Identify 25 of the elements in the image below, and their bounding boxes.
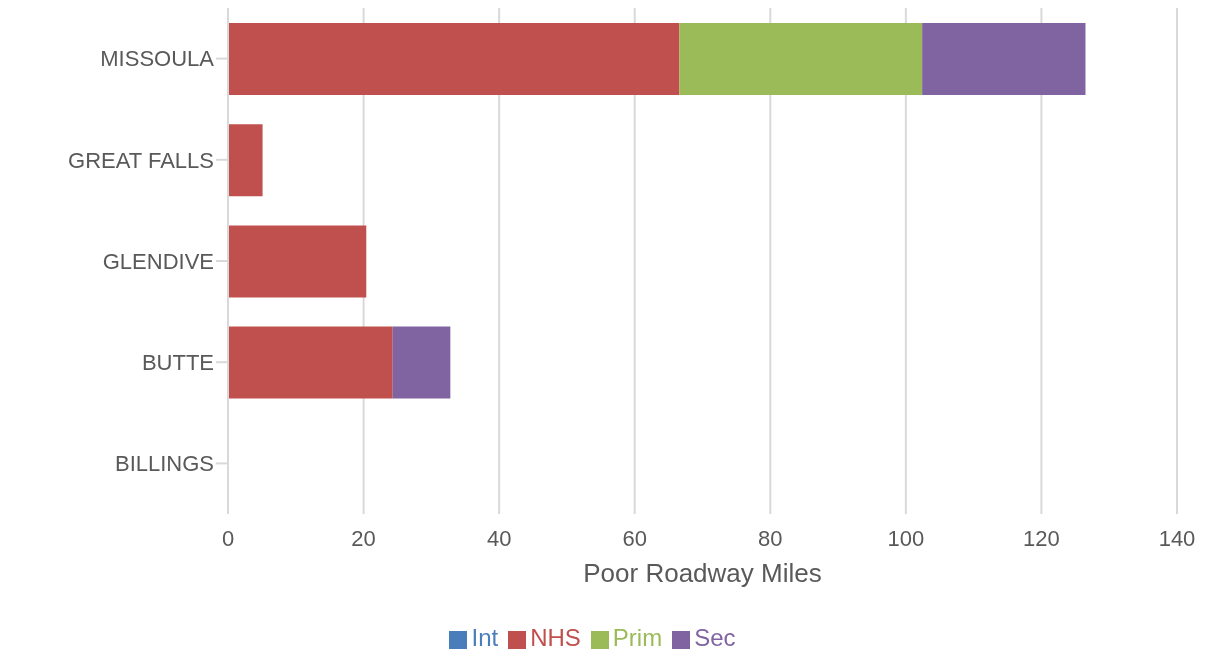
- x-axis-title: Poor Roadway Miles: [583, 558, 822, 589]
- x-tick-label: 80: [758, 525, 783, 551]
- bar: [679, 23, 923, 95]
- y-tick-label: GLENDIVE: [102, 248, 214, 274]
- x-tick-label: 40: [486, 525, 512, 551]
- bar: [228, 23, 680, 95]
- legend-label: NHS: [530, 624, 581, 651]
- y-tick-label: GREAT FALLS: [68, 147, 214, 173]
- bar: [922, 23, 1086, 95]
- x-tick-label: 120: [1023, 525, 1060, 551]
- x-tick-label: 140: [1158, 525, 1196, 551]
- y-tick-label: BUTTE: [141, 350, 214, 376]
- bar: [228, 124, 263, 197]
- bar: [228, 326, 393, 399]
- legend-label: Int: [471, 624, 499, 651]
- legend-label: Prim: [612, 624, 663, 651]
- y-tick-label: BILLINGS: [114, 451, 214, 477]
- x-tick-label: 20: [351, 525, 376, 551]
- x-tick-label: 60: [622, 525, 647, 551]
- y-tick-label: MISSOULA: [100, 46, 215, 72]
- x-tick-label: 0: [221, 525, 235, 551]
- bar: [228, 225, 367, 298]
- bar: [392, 326, 451, 399]
- x-tick-label: 100: [887, 525, 925, 551]
- legend-label: Sec: [694, 624, 736, 651]
